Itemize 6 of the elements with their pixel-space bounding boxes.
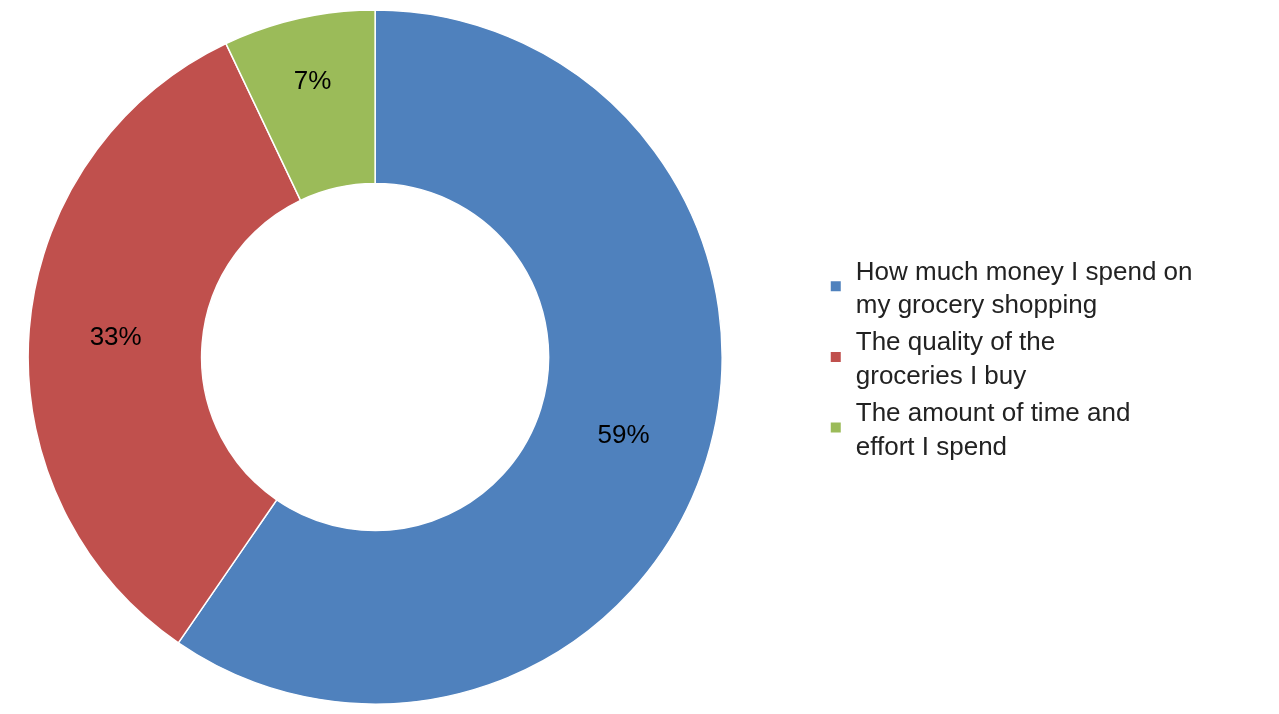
data-label: 7% [293, 64, 332, 95]
legend-label: The quality of the groceries I buy [855, 326, 1056, 390]
data-label: 59% [597, 419, 650, 450]
legend-label: How much money I spend on my grocery shopping [855, 255, 1193, 320]
legend-label: The amount of time and effort I spend [855, 396, 1131, 461]
data-label: 33% [89, 321, 142, 352]
